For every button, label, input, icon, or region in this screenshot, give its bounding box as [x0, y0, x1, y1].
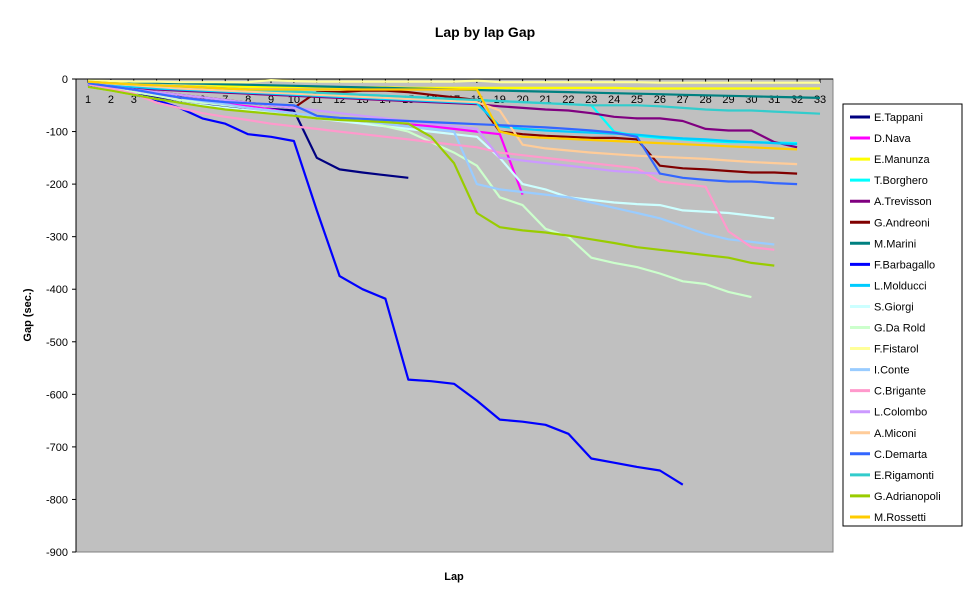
y-axis: 0 -100 -200 -300 -400 -500 -600 -700 -800 -900: [46, 74, 77, 559]
x-tick-label: 23: [585, 94, 597, 106]
x-tick-label: 9: [268, 94, 274, 106]
x-tick-label: 1: [85, 94, 91, 106]
series-line-f-barbagallo: [87, 84, 684, 486]
series-line-f-fistarol: [87, 78, 820, 84]
y-tick-label: -100: [46, 127, 68, 139]
series-line-l-colombo: [87, 82, 660, 175]
legend-label: S.Giorgi: [874, 301, 914, 313]
series-line-g-da-rold: [87, 83, 752, 299]
legend-label: M.Marini: [874, 238, 916, 250]
series-line-m-rossetti: [87, 80, 798, 151]
x-tick-label: 29: [722, 94, 734, 106]
series-line-c-demarta: [87, 82, 798, 186]
x-tick-label: 33: [814, 94, 826, 106]
legend-label: M.Rossetti: [874, 512, 926, 524]
y-tick-label: -400: [46, 284, 68, 296]
legend: E.Tappani D.Nava E.Manunza T.Borghero A.Trev…: [850, 112, 941, 524]
x-tick-label: 2: [108, 94, 114, 106]
y-axis-label: Gap (sec.): [22, 288, 34, 342]
x-tick-label: 27: [677, 94, 689, 106]
x-tick-label: 11: [311, 94, 322, 106]
legend-label: C.Demarta: [874, 449, 928, 461]
legend-label: T.Borghero: [874, 175, 928, 187]
x-tick-label: 8: [245, 94, 251, 106]
legend-label: L.Colombo: [874, 407, 927, 419]
y-tick-label: -900: [46, 547, 68, 559]
series-line-e-manunza: [87, 80, 820, 90]
legend-label: G.Adrianopoli: [874, 491, 941, 503]
x-tick-label: 28: [700, 94, 712, 106]
plot-area: [75, 78, 834, 553]
series-line-c-brigante: [87, 83, 775, 251]
legend-label: G.Da Rold: [874, 323, 925, 335]
legend-label: C.Brigante: [874, 386, 926, 398]
y-tick-label: -600: [46, 389, 68, 401]
legend-label: F.Fistarol: [874, 344, 919, 356]
x-tick-label: 24: [608, 94, 620, 106]
y-tick-label: 0: [62, 74, 68, 86]
legend-label: E.Rigamonti: [874, 470, 934, 482]
legend-label: L.Molducci: [874, 280, 927, 292]
legend-label: I.Conte: [874, 365, 909, 377]
x-tick-label: 25: [631, 94, 643, 106]
legend-label: E.Tappani: [874, 112, 923, 124]
legend-box: [842, 103, 963, 527]
y-tick-label: -500: [46, 337, 68, 349]
y-tick-label: -700: [46, 442, 68, 454]
series-lines: [87, 78, 821, 486]
y-tick-label: -300: [46, 232, 68, 244]
series-line-g-adrianopoli: [87, 85, 775, 267]
x-tick-label: 3: [131, 94, 137, 106]
chart-title: Lap by lap Gap: [435, 24, 535, 40]
legend-label: G.Andreoni: [874, 217, 930, 229]
legend-label: D.Nava: [874, 133, 912, 145]
x-tick-label: 26: [654, 94, 666, 106]
legend-label: E.Manunza: [874, 154, 931, 166]
y-tick-label: -200: [46, 179, 68, 191]
x-axis-label: Lap: [444, 571, 464, 583]
legend-label: A.Trevisson: [874, 196, 932, 208]
y-tick-label: -800: [46, 494, 68, 506]
series-line-a-miconi: [87, 81, 798, 166]
x-tick-label: 20: [517, 94, 529, 106]
legend-label: F.Barbagallo: [874, 259, 935, 271]
x-tick-label: 32: [791, 94, 803, 106]
legend-label: A.Miconi: [874, 428, 916, 440]
